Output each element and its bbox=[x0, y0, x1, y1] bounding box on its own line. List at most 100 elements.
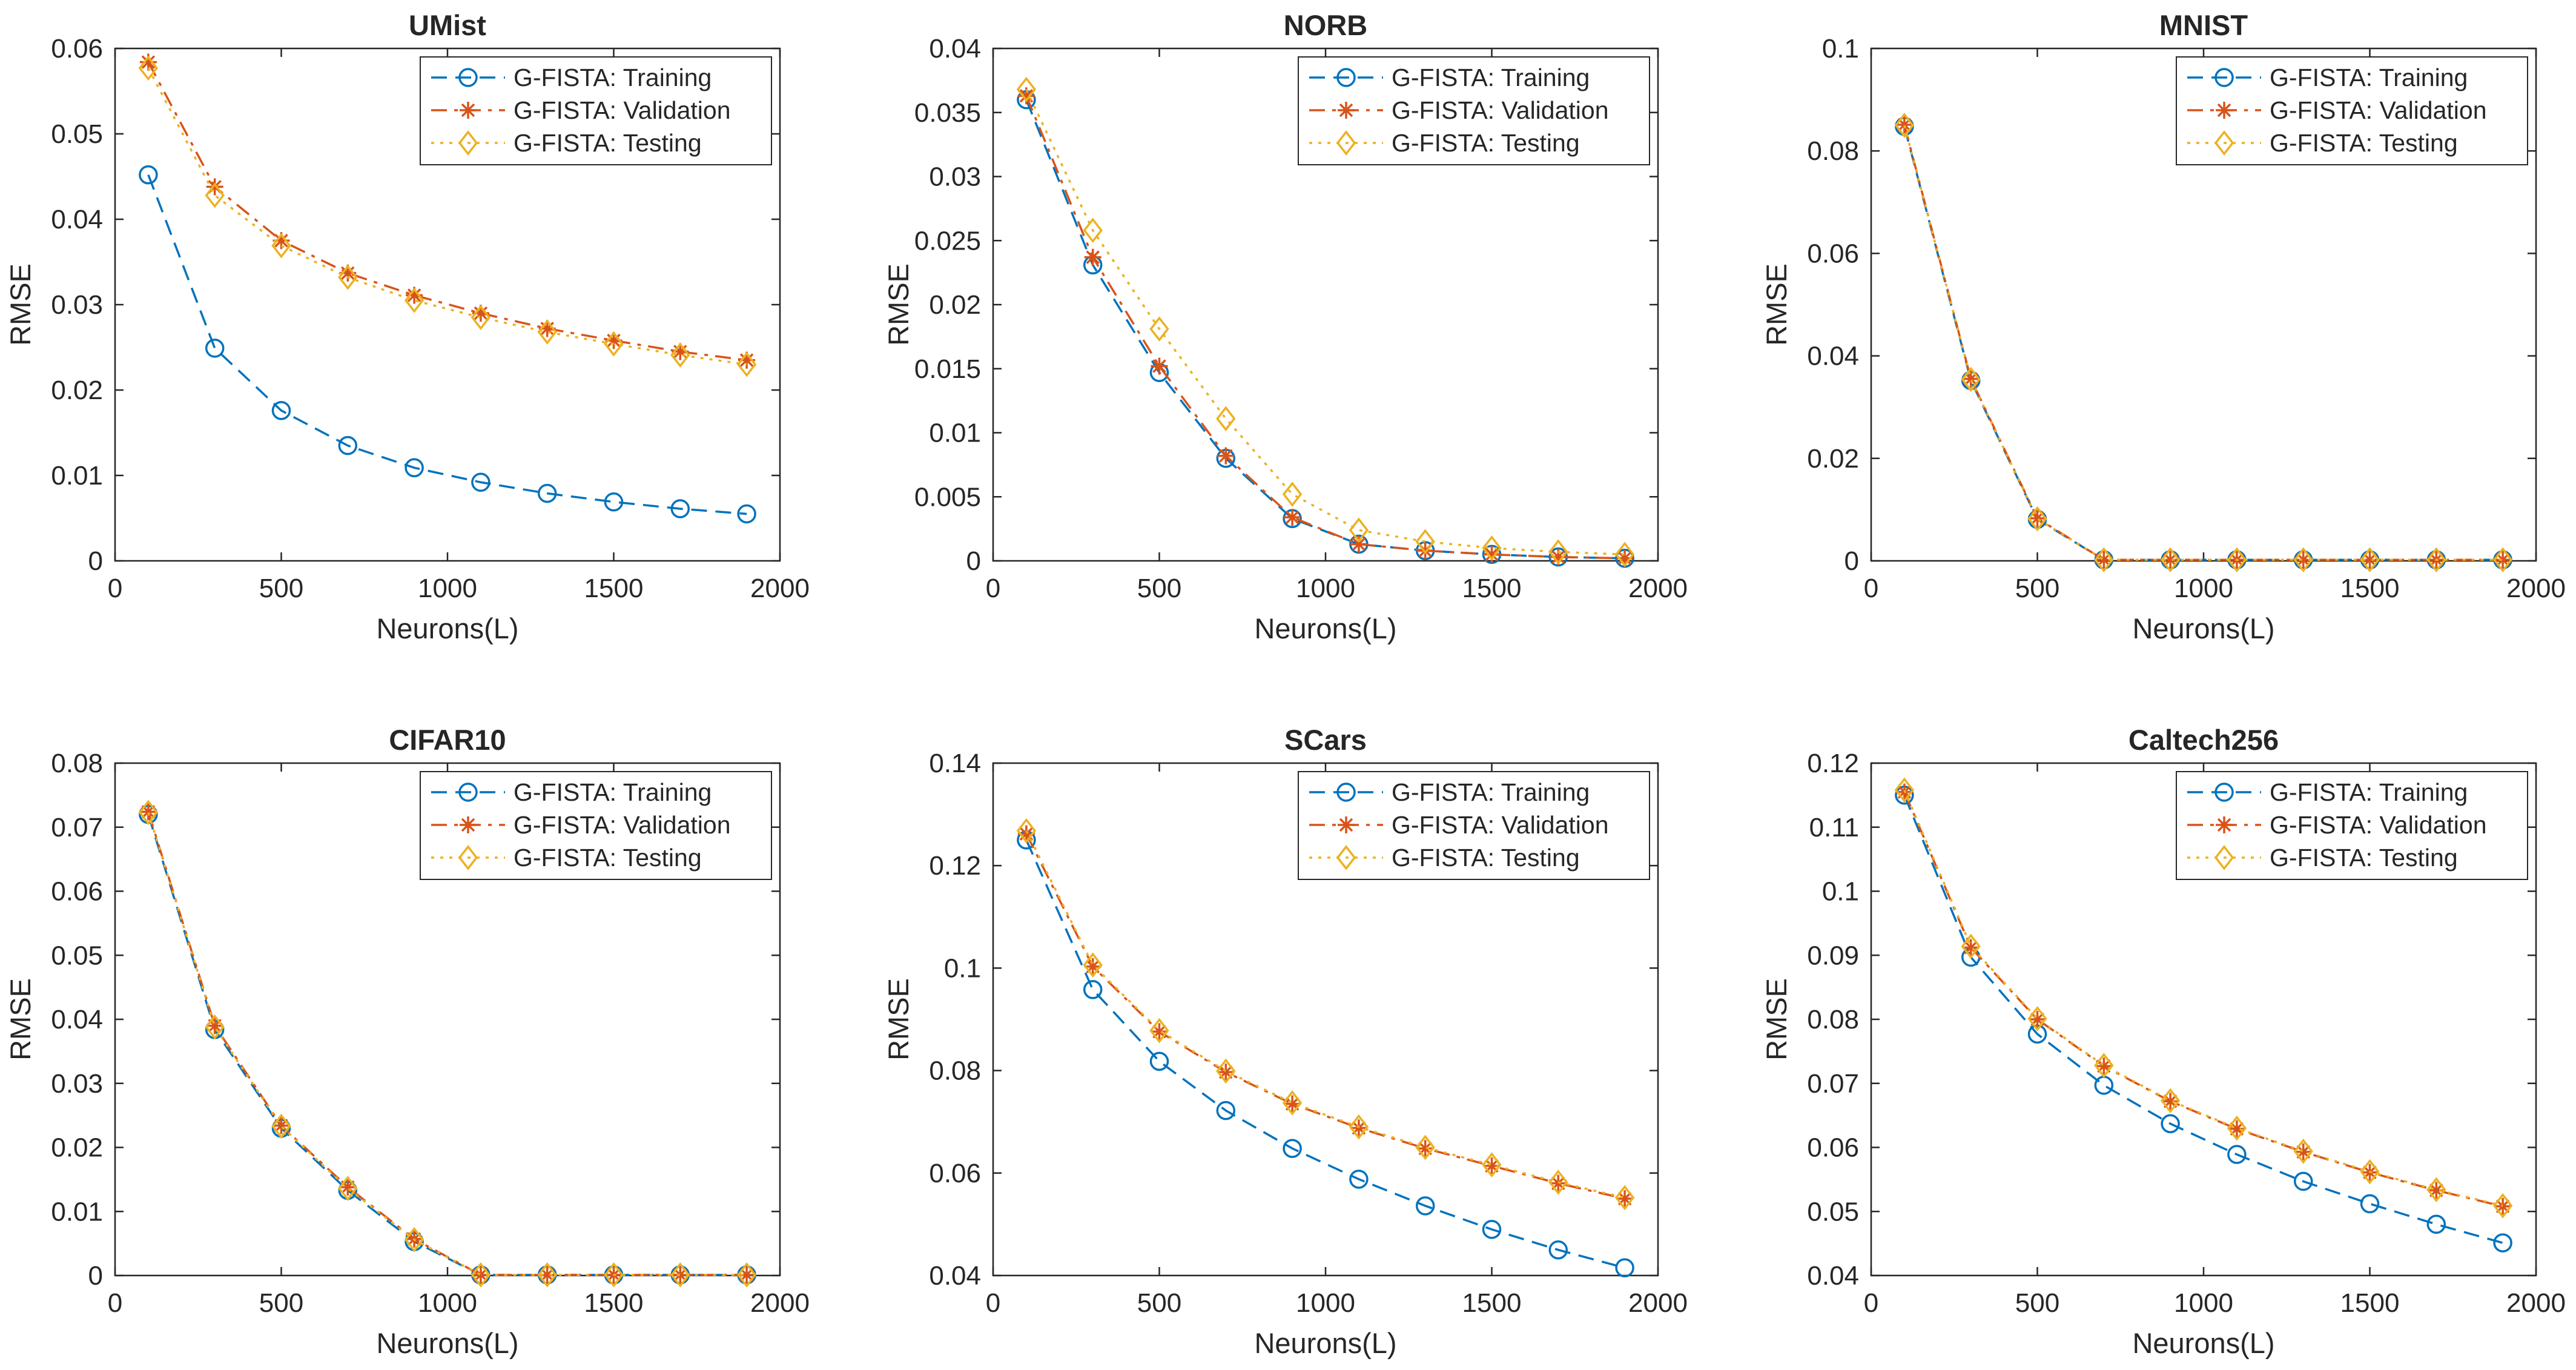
legend-entry: G-FISTA: Training bbox=[2187, 64, 2468, 91]
x-tick-label: 1000 bbox=[418, 1288, 477, 1318]
x-tick-label: 1500 bbox=[2340, 1288, 2400, 1318]
legend-label: G-FISTA: Training bbox=[2270, 778, 2468, 806]
legend-entry: G-FISTA: Validation bbox=[2187, 96, 2487, 124]
x-tick-label: 2000 bbox=[750, 1288, 810, 1318]
data-point bbox=[1283, 1139, 1302, 1158]
chart-panel-2: 0 500 1000 1500 2000 0 0.005 0.01 0.015 0.02 0.025… bbox=[882, 9, 1688, 644]
data-point bbox=[2094, 1053, 2114, 1078]
x-tick-label: 2000 bbox=[750, 574, 810, 603]
legend-marker bbox=[1336, 783, 1356, 802]
legend-entry: G-FISTA: Validation bbox=[1309, 96, 1609, 124]
x-tick-label: 500 bbox=[2015, 1288, 2059, 1318]
chart-panel-4: 0 500 1000 1500 2000 0 0.01 0.02 0.03 0.04 0.05 0.0… bbox=[4, 724, 810, 1359]
data-point bbox=[2228, 1120, 2245, 1137]
data-point bbox=[404, 1226, 424, 1253]
legend-box bbox=[1298, 56, 1650, 165]
data-point bbox=[1482, 1220, 1502, 1239]
data-point bbox=[205, 1014, 225, 1040]
x-tick-label: 1000 bbox=[1296, 574, 1355, 603]
x-tick-label: 2000 bbox=[1628, 574, 1688, 603]
data-point bbox=[271, 401, 291, 420]
data-point bbox=[1548, 1170, 1568, 1195]
data-point bbox=[2492, 1193, 2513, 1219]
x-axis-label: Neurons(L) bbox=[376, 1327, 518, 1359]
legend-marker bbox=[458, 130, 478, 156]
y-tick-label: 0.06 bbox=[929, 1159, 981, 1188]
y-tick-label: 0.06 bbox=[51, 34, 103, 64]
data-point bbox=[2426, 1177, 2446, 1203]
data-point bbox=[736, 351, 757, 377]
x-tick-label: 2000 bbox=[2506, 1288, 2566, 1318]
data-point bbox=[1614, 1185, 1635, 1211]
x-tick-label: 1500 bbox=[1462, 1288, 1522, 1318]
data-point bbox=[1415, 1134, 1435, 1160]
data-point bbox=[205, 182, 225, 208]
legend-entry: G-FISTA: Training bbox=[431, 64, 712, 91]
legend: G-FISTA: Training G-FISTA: Validation G-FI… bbox=[2176, 56, 2528, 165]
y-tick-label: 0.015 bbox=[914, 354, 981, 384]
series-3 bbox=[138, 799, 757, 1288]
y-axis-label: RMSE bbox=[882, 263, 914, 346]
chart-title: CIFAR10 bbox=[389, 724, 506, 756]
data-point bbox=[2494, 1197, 2512, 1215]
data-point bbox=[1083, 217, 1103, 243]
chart-panel-3: 0 500 1000 1500 2000 0 0.02 0.04 0.06 0.08 0.1 MNIS… bbox=[1760, 9, 2566, 644]
data-point bbox=[2160, 1088, 2181, 1114]
data-point bbox=[2294, 1143, 2312, 1160]
data-point bbox=[1016, 76, 1037, 102]
y-tick-label: 0.02 bbox=[51, 1133, 103, 1163]
legend-entry: G-FISTA: Testing bbox=[1309, 129, 1580, 157]
data-point bbox=[1548, 1240, 1568, 1260]
data-point bbox=[138, 799, 159, 826]
chart-panel-1: 0 500 1000 1500 2000 0 0.01 0.02 0.03 0.04 0.05 0.0… bbox=[4, 9, 810, 644]
y-axis-label: RMSE bbox=[4, 263, 36, 346]
y-tick-label: 0.07 bbox=[51, 813, 103, 842]
legend-entry: G-FISTA: Validation bbox=[1309, 811, 1609, 839]
x-tick-label: 0 bbox=[986, 1288, 1000, 1318]
data-point bbox=[1962, 370, 1980, 388]
y-tick-label: 0.06 bbox=[1807, 1133, 1859, 1163]
y-tick-label: 0 bbox=[966, 546, 981, 576]
legend-entry: G-FISTA: Training bbox=[1309, 778, 1590, 806]
y-tick-label: 0.05 bbox=[51, 941, 103, 970]
data-point bbox=[1895, 116, 1913, 134]
series-line bbox=[1903, 789, 2503, 1207]
data-point bbox=[1894, 777, 1915, 803]
y-tick-label: 0.06 bbox=[1807, 239, 1859, 268]
data-point bbox=[404, 288, 424, 313]
data-point bbox=[2227, 547, 2247, 573]
data-point bbox=[1548, 539, 1568, 565]
data-point bbox=[405, 458, 424, 478]
legend-marker bbox=[1336, 130, 1356, 156]
data-point bbox=[1284, 509, 1301, 526]
y-tick-label: 0.03 bbox=[929, 162, 981, 192]
x-tick-label: 500 bbox=[259, 574, 303, 603]
chart-title: UMist bbox=[409, 9, 486, 41]
data-point bbox=[2029, 1011, 2046, 1028]
legend-label: G-FISTA: Testing bbox=[514, 844, 702, 872]
data-point bbox=[670, 499, 690, 518]
series-line bbox=[147, 174, 747, 515]
legend-marker bbox=[2216, 816, 2233, 833]
x-tick-label: 1500 bbox=[2340, 574, 2400, 603]
legend-label: G-FISTA: Training bbox=[514, 778, 712, 806]
data-point bbox=[1350, 535, 1367, 553]
data-point bbox=[338, 435, 358, 455]
data-point bbox=[1415, 1196, 1435, 1216]
y-axis-label: RMSE bbox=[4, 978, 36, 1061]
x-axis-label: Neurons(L) bbox=[376, 612, 518, 644]
data-point bbox=[1349, 1114, 1369, 1140]
data-point bbox=[2293, 1171, 2313, 1191]
data-point bbox=[2162, 1093, 2179, 1110]
series-3 bbox=[1016, 818, 1635, 1211]
data-point bbox=[604, 1262, 624, 1288]
y-tick-label: 0.07 bbox=[1807, 1069, 1859, 1099]
legend: G-FISTA: Training G-FISTA: Validation G-FI… bbox=[1298, 56, 1650, 165]
y-tick-label: 0.08 bbox=[1807, 136, 1859, 166]
y-tick-label: 0.035 bbox=[914, 98, 981, 128]
x-tick-label: 500 bbox=[259, 1288, 303, 1318]
x-tick-label: 0 bbox=[986, 574, 1000, 603]
data-point bbox=[2160, 547, 2181, 573]
y-tick-label: 0.02 bbox=[929, 290, 981, 320]
y-tick-label: 0 bbox=[88, 546, 103, 576]
